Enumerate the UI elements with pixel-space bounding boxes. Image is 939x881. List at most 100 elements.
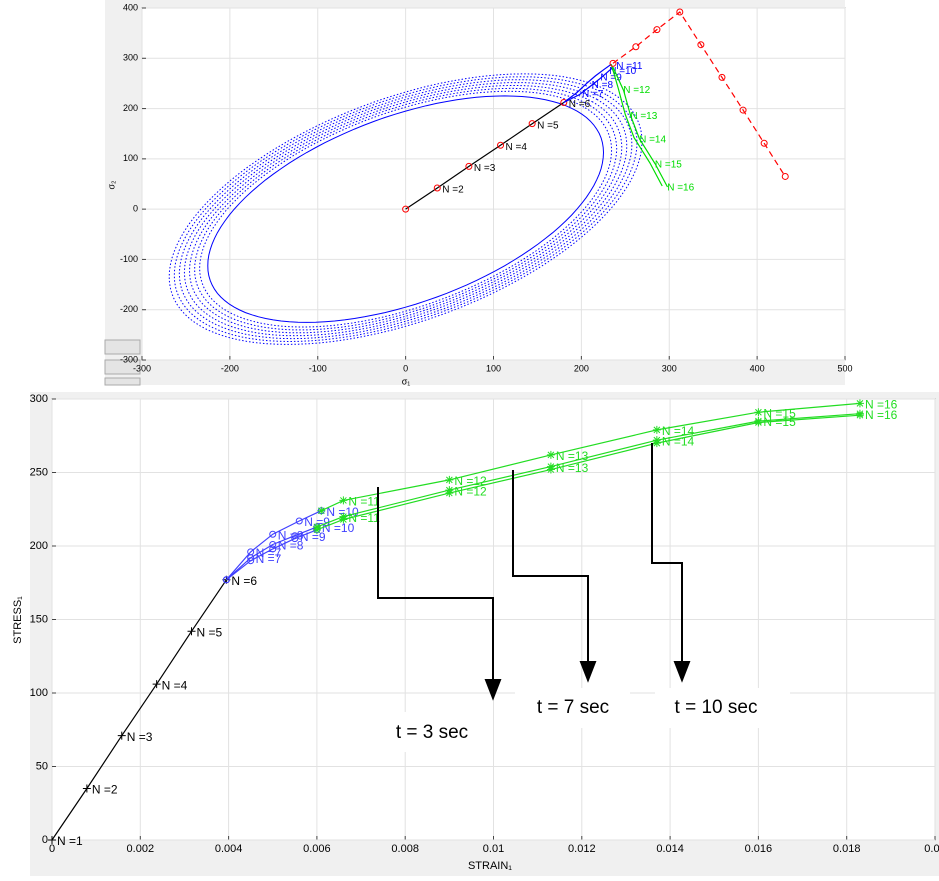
y-tick-label: 100 xyxy=(123,153,138,163)
point-label: N =7 xyxy=(256,546,282,560)
yield-surface xyxy=(199,90,613,328)
series-line xyxy=(226,529,318,581)
x-tick-label: 0.018 xyxy=(833,843,861,855)
marker xyxy=(652,425,661,434)
series-line xyxy=(612,11,786,177)
x-tick-label: 0 xyxy=(49,843,55,855)
marker xyxy=(697,41,705,49)
y-tick-label: 200 xyxy=(30,540,48,552)
marker xyxy=(445,489,454,498)
annotation-box xyxy=(375,712,490,752)
point-label: N =10 xyxy=(326,505,359,519)
x-tick-label: -300 xyxy=(133,363,151,373)
point-label: N =7 xyxy=(582,89,604,100)
point-label: N =12 xyxy=(623,85,650,96)
marker xyxy=(632,43,640,51)
point-label: N =12 xyxy=(454,474,487,488)
x-tick-label: 100 xyxy=(486,363,501,373)
point-label: N =8 xyxy=(278,539,304,553)
x-tick-label: 0.012 xyxy=(568,843,596,855)
y-tick-label: -100 xyxy=(120,254,138,264)
point-label: N =9 xyxy=(304,515,330,529)
annotation: t = 7 sec xyxy=(537,697,609,718)
point-label: N =11 xyxy=(348,511,380,525)
point-label: N =13 xyxy=(630,111,657,122)
y-axis-label: STRESS₁ xyxy=(12,596,24,644)
point-label: N =12 xyxy=(454,484,487,498)
y-tick-label: 50 xyxy=(36,760,48,772)
y-tick-label: -300 xyxy=(120,354,138,364)
marker xyxy=(560,99,568,107)
marker xyxy=(269,530,277,538)
point-label: N =15 xyxy=(655,160,682,171)
ui-button[interactable] xyxy=(104,377,141,386)
annotation-box xyxy=(515,688,630,728)
point-label: N =9 xyxy=(600,73,622,84)
point-label: N =8 xyxy=(592,80,614,91)
x-tick-label: 0 xyxy=(403,363,408,373)
point-label: N =2 xyxy=(92,783,118,797)
x-tick-label: 200 xyxy=(574,363,589,373)
marker xyxy=(718,73,726,81)
point-label: N =4 xyxy=(162,678,188,692)
y-tick-label: 0 xyxy=(42,834,48,846)
annotation-box xyxy=(655,688,790,728)
yield-surface xyxy=(173,76,638,343)
marker xyxy=(754,408,763,417)
marker xyxy=(855,399,864,408)
point-label: N =16 xyxy=(667,183,694,194)
y-tick-label: 150 xyxy=(30,613,48,625)
ui-button[interactable] xyxy=(104,359,141,375)
x-tick-label: 500 xyxy=(837,363,852,373)
point-label: N =10 xyxy=(609,66,636,77)
marker xyxy=(676,8,684,16)
x-tick-label: 0.008 xyxy=(391,843,419,855)
point-label: N =11 xyxy=(616,61,643,72)
point-label: N =5 xyxy=(197,625,223,639)
arrow xyxy=(512,470,589,664)
marker xyxy=(247,557,255,565)
yield-surface xyxy=(188,84,623,334)
point-label: N =1 xyxy=(57,834,83,848)
marker xyxy=(317,506,326,515)
y-tick-label: 300 xyxy=(123,53,138,63)
marker xyxy=(295,517,303,525)
marker xyxy=(152,680,161,689)
marker xyxy=(117,731,126,740)
x-tick-label: 0.014 xyxy=(656,843,684,855)
marker xyxy=(339,515,348,524)
marker xyxy=(82,784,91,793)
y-tick-label: 250 xyxy=(30,466,48,478)
series-line xyxy=(51,579,227,841)
ui-button[interactable] xyxy=(104,339,141,355)
x-tick-label: 0.01 xyxy=(483,843,504,855)
marker xyxy=(269,541,277,549)
annotation: t = 3 sec xyxy=(396,722,468,743)
yield-surface xyxy=(207,95,605,323)
y-tick-label: 100 xyxy=(30,687,48,699)
series-line xyxy=(405,102,565,210)
x-axis-label: σ₁ xyxy=(402,376,411,386)
point-label: N =6 xyxy=(569,99,591,110)
annotation: t = 10 sec xyxy=(675,697,758,718)
series-line xyxy=(225,526,318,581)
point-label: N =15 xyxy=(763,415,796,429)
marker xyxy=(222,576,230,584)
point-label: N =3 xyxy=(127,730,153,744)
x-tick-label: 0.016 xyxy=(745,843,773,855)
x-tick-label: -100 xyxy=(309,363,327,373)
arrow-head xyxy=(673,661,691,683)
x-tick-label: 0.006 xyxy=(303,843,331,855)
point-label: N =7 xyxy=(256,552,282,566)
point-label: N =2 xyxy=(442,185,464,196)
yield-surface xyxy=(194,87,618,331)
arrow-head xyxy=(579,661,597,683)
marker xyxy=(609,59,617,67)
point-label: N =8 xyxy=(278,528,304,542)
point-label: N =16 xyxy=(865,398,898,412)
y-tick-label: -200 xyxy=(120,304,138,314)
marker xyxy=(339,496,348,505)
marker xyxy=(312,525,321,534)
series-line xyxy=(612,67,669,188)
